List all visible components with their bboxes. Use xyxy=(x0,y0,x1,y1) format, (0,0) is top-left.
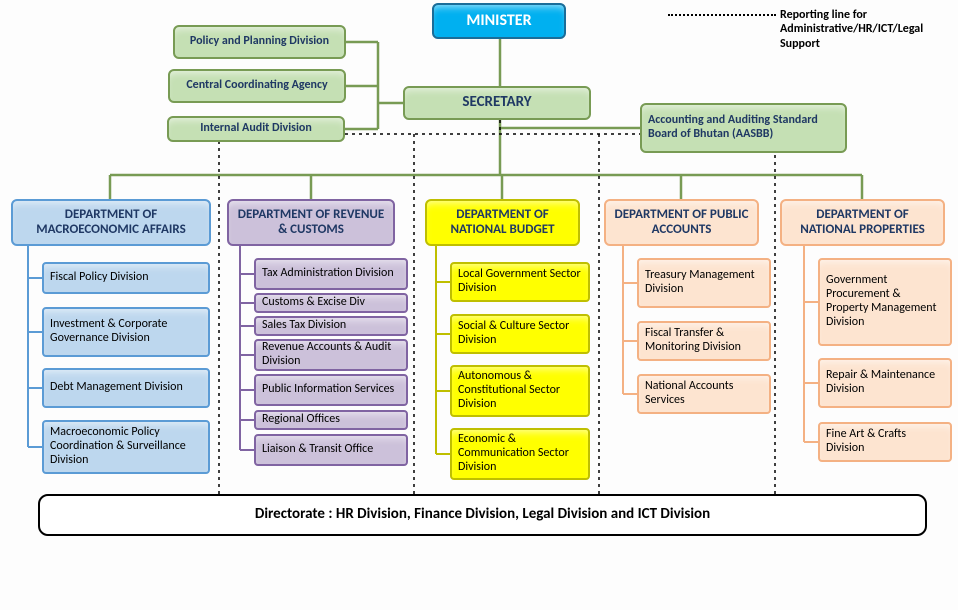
division-1-1: Customs & Excise Div xyxy=(254,293,408,313)
department-3: DEPARTMENT OF PUBLIC ACCOUNTS xyxy=(604,199,759,246)
division-4-1: Repair & Maintenance Division xyxy=(818,358,952,408)
division-2-2: Autonomous & Constitutional Sector Divis… xyxy=(450,365,590,417)
division-3-2: National Accounts Services xyxy=(637,374,771,414)
department-4: DEPARTMENT OF NATIONAL PROPERTIES xyxy=(780,199,945,246)
division-2-0: Local Government Sector Division xyxy=(450,262,590,302)
division-3-0: Treasury Management Division xyxy=(637,258,771,308)
minister-box: MINISTER xyxy=(432,3,566,39)
support-left-0: Policy and Planning Division xyxy=(173,25,346,59)
division-2-1: Social & Culture Sector Division xyxy=(450,314,590,354)
division-2-3: Economic & Communication Sector Division xyxy=(450,428,590,480)
secretary-box: SECRETARY xyxy=(403,86,591,120)
support-left-1: Central Coordinating Agency xyxy=(168,69,346,103)
division-3-1: Fiscal Transfer & Monitoring Division xyxy=(637,321,771,361)
department-0: DEPARTMENT OF MACROECONOMIC AFFAIRS xyxy=(11,199,211,246)
legend-dotted-line xyxy=(668,14,776,16)
legend-text: Reporting line for Administrative/HR/ICT… xyxy=(780,8,955,51)
division-4-2: Fine Art & Crafts Division xyxy=(818,422,952,462)
division-1-4: Public Information Services xyxy=(254,374,408,406)
division-0-0: Fiscal Policy Division xyxy=(42,262,210,294)
division-0-2: Debt Management Division xyxy=(42,368,210,408)
division-4-0: Government Procurement & Property Manage… xyxy=(818,258,952,346)
division-1-2: Sales Tax Division xyxy=(254,316,408,336)
division-1-3: Revenue Accounts & Audit Division xyxy=(254,339,408,371)
division-1-0: Tax Administration Division xyxy=(254,258,408,290)
department-1: DEPARTMENT OF REVENUE & CUSTOMS xyxy=(227,199,395,246)
division-0-3: Macroeconomic Policy Coordination & Surv… xyxy=(42,420,210,474)
division-1-6: Liaison & Transit Office xyxy=(254,434,408,466)
directorate-box: Directorate : HR Division, Finance Divis… xyxy=(38,494,927,536)
support-left-2: Internal Audit Division xyxy=(167,116,345,142)
division-1-5: Regional Offices xyxy=(254,410,408,430)
department-2: DEPARTMENT OF NATIONAL BUDGET xyxy=(425,199,580,246)
division-0-1: Investment & Corporate Governance Divisi… xyxy=(42,307,210,357)
support-right-aasbb: Accounting and Auditing Standard Board o… xyxy=(640,103,847,153)
